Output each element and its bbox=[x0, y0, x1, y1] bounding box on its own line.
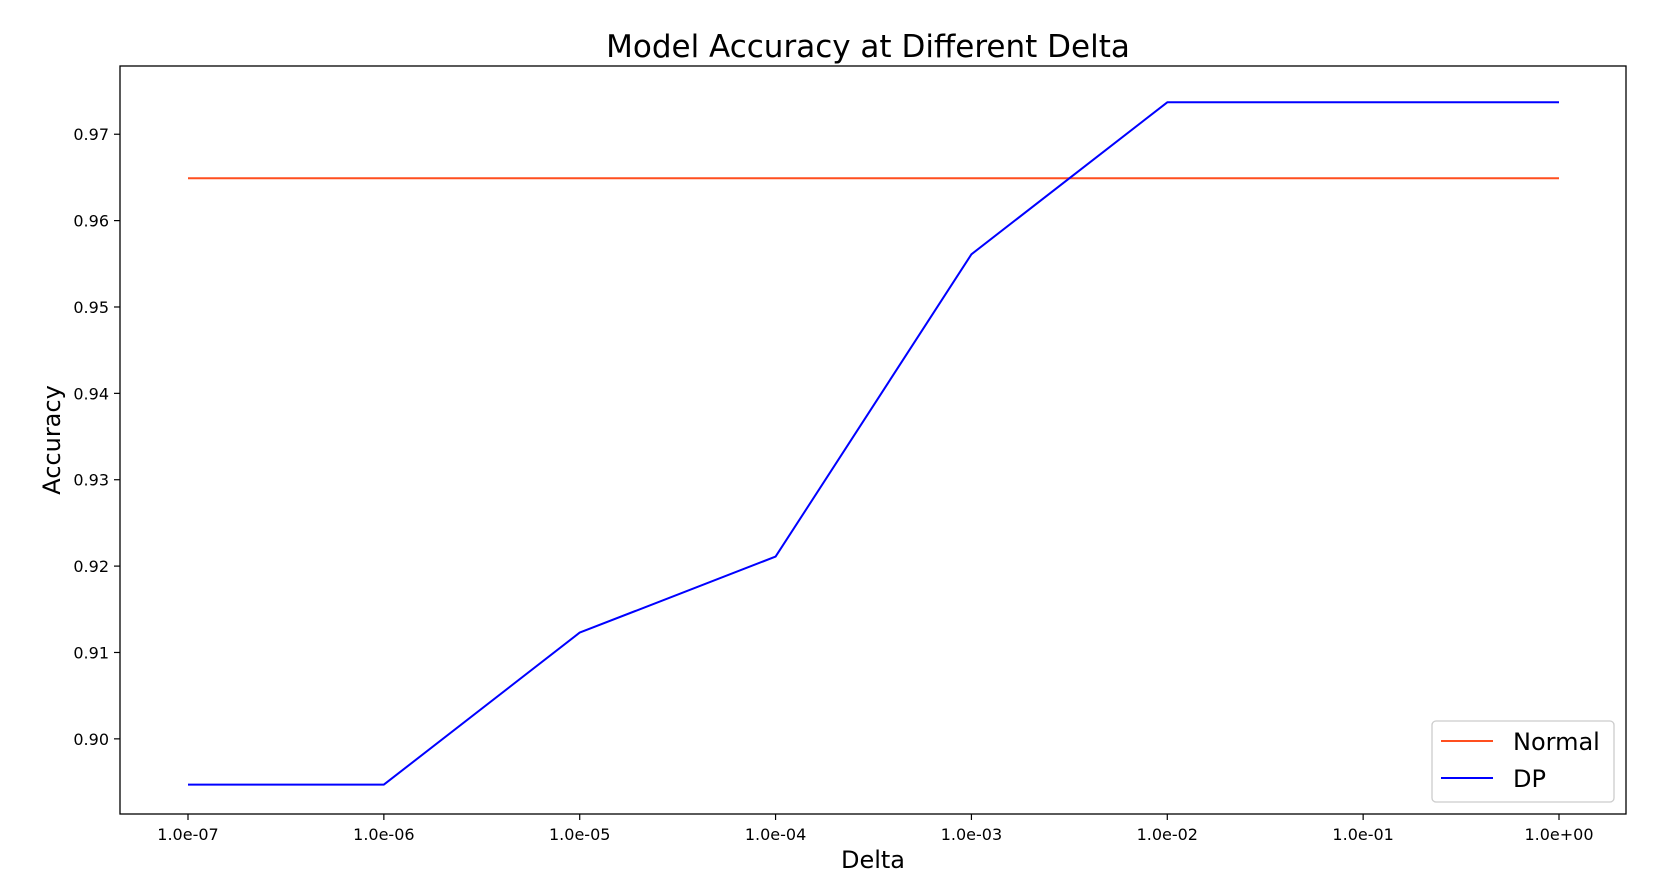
x-tick-label: 1.0e-06 bbox=[353, 825, 414, 844]
x-tick-label: 1.0e-01 bbox=[1332, 825, 1393, 844]
x-tick-label: 1.0e-02 bbox=[1137, 825, 1198, 844]
series-lines bbox=[188, 101, 1559, 786]
legend-label-normal: Normal bbox=[1513, 728, 1600, 756]
y-tick-label: 0.93 bbox=[73, 471, 109, 490]
legend-label-dp: DP bbox=[1513, 765, 1546, 793]
x-tick-label: 1.0e-05 bbox=[549, 825, 610, 844]
y-tick-label: 0.91 bbox=[73, 643, 109, 662]
y-tick-label: 0.92 bbox=[73, 557, 109, 576]
y-axis-label: Accuracy bbox=[38, 385, 66, 495]
y-tick-label: 0.94 bbox=[73, 384, 109, 403]
legend: Normal DP bbox=[1431, 720, 1615, 803]
plot-area-frame bbox=[119, 65, 1627, 815]
x-tick-label: 1.0e-04 bbox=[745, 825, 806, 844]
x-axis-label: Delta bbox=[841, 846, 905, 874]
x-axis-ticks: 1.0e-07 1.0e-06 1.0e-05 1.0e-04 1.0e-03 1.0e-… bbox=[157, 814, 1594, 844]
x-tick-label: 1.0e-03 bbox=[941, 825, 1002, 844]
x-tick-label: 1.0e-07 bbox=[157, 825, 218, 844]
x-tick-label: 1.0e+00 bbox=[1524, 825, 1593, 844]
chart-title: Model Accuracy at Different Delta bbox=[606, 29, 1130, 65]
y-tick-label: 0.96 bbox=[73, 212, 109, 231]
y-tick-label: 0.95 bbox=[73, 298, 109, 317]
y-tick-label: 0.97 bbox=[73, 125, 109, 144]
y-axis-ticks: 0.90 0.91 0.92 0.93 0.94 0.95 0.96 0.97 bbox=[73, 125, 120, 749]
series-line-dp bbox=[188, 101, 1559, 786]
y-tick-label: 0.90 bbox=[73, 730, 109, 749]
